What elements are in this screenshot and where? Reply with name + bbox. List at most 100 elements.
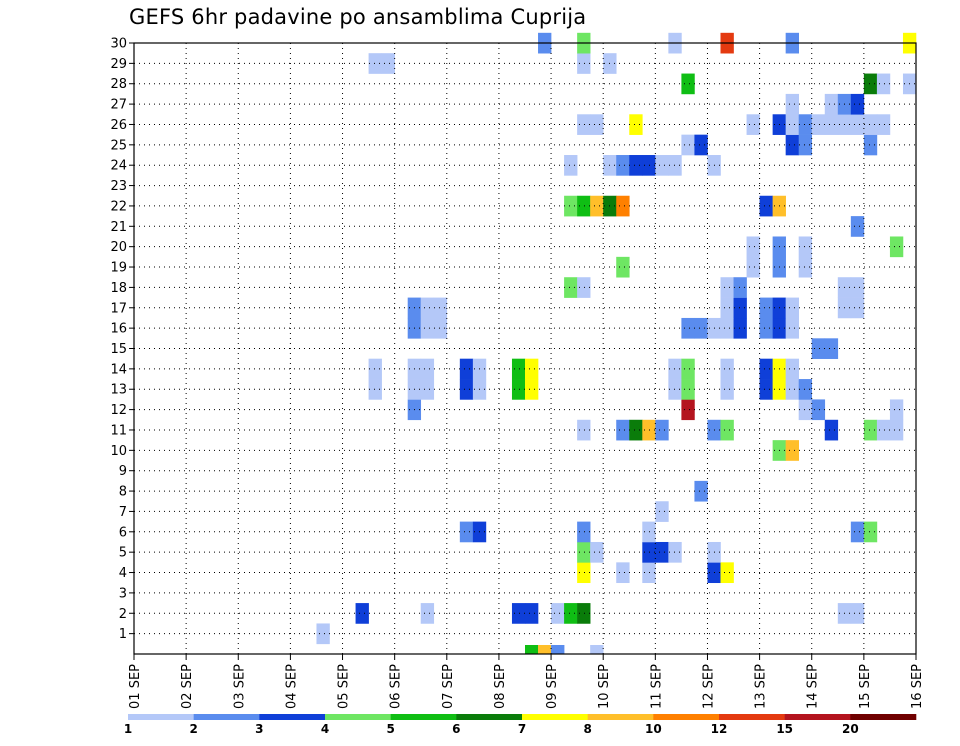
heatmap-cell bbox=[733, 277, 747, 298]
y-tick-label: 6 bbox=[119, 525, 127, 540]
heatmap-cell bbox=[863, 114, 878, 135]
y-tick-label: 18 bbox=[110, 281, 127, 296]
heatmap-cell bbox=[511, 603, 526, 624]
legend-label: 1 bbox=[124, 722, 132, 736]
y-tick-label: 2 bbox=[119, 607, 127, 622]
heatmap-cell bbox=[850, 521, 865, 543]
heatmap-cell bbox=[629, 419, 643, 441]
x-tick-label: 10 SEP bbox=[597, 664, 612, 709]
heatmap-cell bbox=[876, 419, 891, 441]
heatmap-cell bbox=[629, 114, 643, 135]
heatmap-cell bbox=[759, 195, 773, 217]
heatmap-cell bbox=[564, 603, 578, 624]
heatmap-cell bbox=[577, 277, 591, 298]
heatmap-cell bbox=[511, 358, 526, 380]
y-tick-label: 25 bbox=[110, 138, 127, 153]
y-tick-label: 9 bbox=[119, 464, 127, 479]
y-tick-label: 4 bbox=[119, 566, 127, 581]
heatmap-cell bbox=[785, 114, 799, 135]
x-tick-label: 08 SEP bbox=[493, 664, 508, 709]
heatmap-cell bbox=[655, 155, 669, 176]
x-tick-label: 02 SEP bbox=[180, 664, 195, 709]
heatmap-cell bbox=[694, 317, 708, 339]
heatmap-cell bbox=[564, 155, 578, 176]
heatmap-cell bbox=[420, 603, 435, 624]
heatmap-cell bbox=[746, 114, 760, 135]
y-tick-label: 30 bbox=[110, 37, 127, 52]
heatmap-cell bbox=[720, 562, 734, 584]
heatmap-cell bbox=[459, 358, 474, 380]
heatmap-cell bbox=[525, 379, 539, 400]
legend-swatch bbox=[259, 714, 326, 720]
heatmap-cell bbox=[785, 134, 799, 156]
y-tick-label: 14 bbox=[110, 362, 127, 377]
heatmap-cell bbox=[590, 195, 604, 217]
heatmap-cell bbox=[876, 73, 891, 95]
y-tick-label: 26 bbox=[110, 118, 127, 133]
heatmap-cell bbox=[785, 358, 799, 380]
x-tick-label: 06 SEP bbox=[389, 664, 404, 709]
heatmap-cell bbox=[590, 541, 604, 563]
heatmap-cell bbox=[420, 317, 435, 339]
heatmap-cell bbox=[420, 358, 435, 380]
heatmap-cell bbox=[668, 541, 682, 563]
y-tick-label: 23 bbox=[110, 179, 127, 194]
legend-swatch bbox=[456, 714, 523, 720]
heatmap-cell bbox=[720, 317, 734, 339]
heatmap-cell bbox=[733, 297, 747, 319]
legend-label: 2 bbox=[189, 722, 197, 736]
x-tick-label: 15 SEP bbox=[858, 664, 873, 709]
heatmap-cell bbox=[889, 419, 904, 441]
heatmap-cell bbox=[694, 480, 708, 502]
y-tick-label: 16 bbox=[110, 322, 127, 337]
heatmap-cell bbox=[668, 155, 682, 176]
heatmap-cell bbox=[564, 277, 578, 298]
heatmap-cell bbox=[798, 256, 813, 278]
heatmap-cell bbox=[642, 155, 656, 176]
heatmap-cell bbox=[720, 419, 734, 441]
heatmap-cell bbox=[798, 236, 813, 258]
heatmap-cell bbox=[811, 399, 826, 421]
heatmap-cell bbox=[525, 358, 539, 380]
heatmap-cell bbox=[616, 256, 630, 278]
heatmap-cell bbox=[668, 358, 682, 380]
y-tick-label: 19 bbox=[110, 261, 127, 276]
heatmap-cell bbox=[655, 419, 669, 441]
heatmap-cell bbox=[876, 114, 891, 135]
heatmap-cell bbox=[681, 379, 695, 400]
legend-swatch bbox=[587, 714, 654, 720]
heatmap-cell bbox=[850, 114, 865, 135]
x-tick-label: 13 SEP bbox=[754, 664, 769, 709]
heatmap-cell bbox=[681, 134, 695, 156]
heatmap-cell-ensemble bbox=[525, 645, 539, 654]
heatmap-cell bbox=[681, 399, 695, 421]
legend-label: 5 bbox=[386, 722, 394, 736]
heatmap-cell bbox=[681, 317, 695, 339]
y-tick-label: 10 bbox=[110, 444, 127, 459]
y-tick-label: 13 bbox=[110, 383, 127, 398]
legend-label: 3 bbox=[255, 722, 263, 736]
heatmap-cell bbox=[368, 358, 382, 380]
heatmap-cell bbox=[850, 297, 865, 319]
heatmap-cell bbox=[655, 541, 669, 563]
heatmap-cell bbox=[616, 419, 630, 441]
legend-swatch bbox=[653, 714, 720, 720]
heatmap-cell bbox=[433, 317, 448, 339]
heatmap-cell bbox=[850, 216, 865, 237]
heatmap-cell bbox=[824, 419, 839, 441]
heatmap-cell bbox=[420, 297, 435, 319]
heatmap-cell bbox=[368, 53, 382, 74]
legend-label: 20 bbox=[842, 722, 859, 736]
x-tick-label: 07 SEP bbox=[441, 664, 456, 709]
legend-swatch bbox=[719, 714, 785, 720]
heatmap-cell bbox=[811, 338, 826, 359]
heatmap-cell bbox=[368, 379, 382, 400]
heatmap-cell bbox=[642, 541, 656, 563]
heatmap-cell bbox=[785, 317, 799, 339]
heatmap-cell bbox=[824, 93, 839, 115]
y-tick-label: 12 bbox=[110, 403, 127, 418]
heatmap-cell bbox=[824, 114, 839, 135]
legend-swatch bbox=[784, 714, 851, 720]
heatmap-cell bbox=[720, 297, 734, 319]
